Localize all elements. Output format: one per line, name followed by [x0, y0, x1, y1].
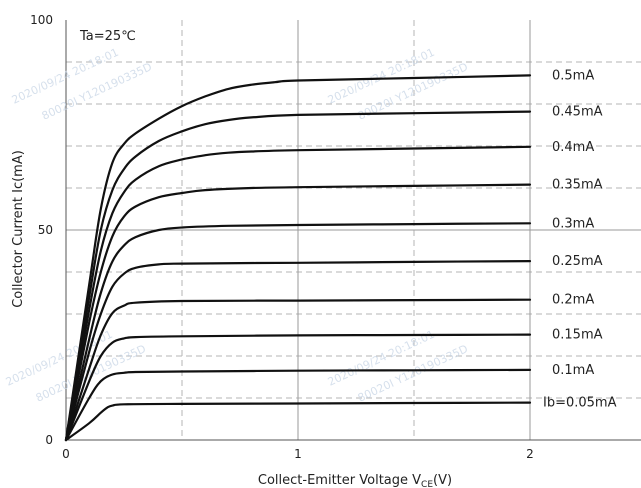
- curve-ib0.05ma: [64, 401, 532, 442]
- y-axis-label: Collector Current Ic(mA): [11, 150, 26, 308]
- curve-label: 0.5mA: [552, 68, 594, 83]
- curve-label: 0.3mA: [552, 216, 594, 231]
- x-tick-label: 0: [62, 447, 70, 461]
- watermark-text: 2020/09/24 20:18:01: [326, 328, 437, 389]
- curve-0.15ma: [64, 333, 532, 442]
- watermark-text: 80020I Y120190335D: [356, 342, 470, 404]
- curve-layer: [64, 74, 532, 442]
- x-tick-label: 2: [526, 447, 534, 461]
- x-axis-label: Collect-Emitter Voltage VCE(V): [258, 473, 452, 488]
- x-axis-label-unit: (V): [433, 473, 452, 488]
- curve-0.4ma: [64, 145, 532, 442]
- x-axis-label-main: Collect-Emitter Voltage V: [258, 473, 421, 488]
- y-tick-label: 100: [30, 13, 53, 27]
- tick-layer: 0 1 2 0 50 100: [30, 13, 534, 461]
- watermark-text: 2020/09/24 20:18:01: [10, 46, 121, 107]
- watermark-text: 2020/09/24 20:18:01: [4, 328, 115, 389]
- x-axis-label-subscript: CE: [421, 480, 433, 488]
- curve-label: 0.45mA: [552, 105, 603, 120]
- curve-label: 0.4mA: [552, 140, 594, 155]
- watermark-text: 80020I Y120190335D: [40, 60, 154, 122]
- x-tick-label: 1: [294, 447, 302, 461]
- curve-0.45ma: [64, 110, 532, 442]
- curve-label: Ib=0.05mA: [543, 396, 617, 411]
- curve-0.2ma: [64, 298, 532, 442]
- curve-0.3ma: [64, 222, 532, 442]
- watermark-text: 2020/09/24 20:18:01: [326, 46, 437, 107]
- y-tick-label: 50: [38, 223, 53, 237]
- curve-label: 0.35mA: [552, 178, 603, 193]
- curve-label: 0.15mA: [552, 328, 603, 343]
- curve-label: 0.2mA: [552, 293, 594, 308]
- curve-0.1ma: [64, 368, 532, 442]
- y-tick-label: 0: [45, 433, 53, 447]
- curve-label: 0.1mA: [552, 363, 594, 378]
- curve-label-layer: Ib=0.05mA 0.1mA 0.15mA 0.2mA 0.25mA 0.3mA 0.35…: [543, 68, 617, 410]
- curve-0.25ma: [64, 260, 532, 442]
- temperature-annotation: Ta=25℃: [79, 29, 136, 44]
- curve-label: 0.25mA: [552, 254, 603, 269]
- curve-0.5ma: [64, 74, 532, 442]
- curve-0.35ma: [64, 183, 532, 442]
